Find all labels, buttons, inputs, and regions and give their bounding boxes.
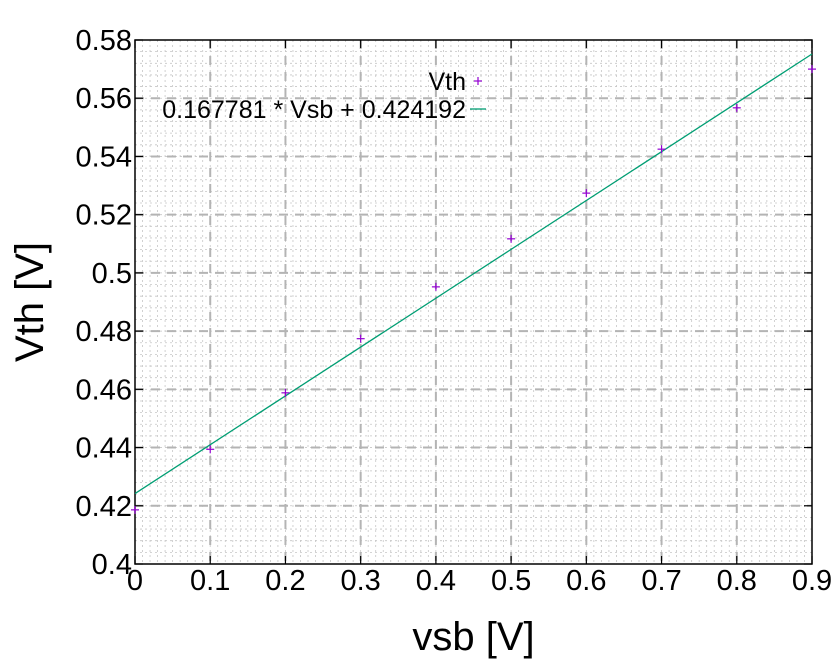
y-axis-ticks: 0.4 0.42 0.44 0.46 0.48 0.5 0.52 0.54 0.56 0.58 [76,25,812,581]
y-axis-title: Vth [V] [8,242,52,362]
data-point [431,282,440,291]
x-axis-title: vsb [V] [412,615,534,659]
y-tick-label: 0.44 [76,433,132,465]
data-point [582,189,591,198]
data-point [808,65,816,74]
major-grid [135,40,812,564]
data-point [356,334,365,343]
x-tick-label: 0.2 [265,565,305,597]
y-tick-label: 0.42 [76,491,132,523]
x-axis-ticks: 0 0.1 0.2 0.3 0.4 0.5 0.6 0.7 0.8 0.9 [127,40,832,597]
legend-label-fit: 0.167781 * Vsb + 0.424192 [162,96,466,124]
y-tick-label: 0.52 [76,200,132,232]
minor-grid [135,40,812,564]
x-tick-label: 0.6 [566,565,606,597]
y-tick-label: 0.54 [76,141,132,173]
data-point [657,145,666,154]
y-tick-label: 0.46 [76,374,132,406]
x-tick-label: 0.7 [641,565,681,597]
x-tick-label: 0 [127,565,143,597]
y-tick-label: 0.5 [92,258,132,290]
legend-label-vth: Vth [428,68,466,96]
data-point [732,103,741,112]
data-point [507,234,516,243]
y-tick-label: 0.58 [76,25,132,57]
data-points-layer [131,65,816,514]
x-tick-label: 0.3 [341,565,381,597]
x-tick-label: 0.9 [792,565,832,597]
x-tick-label: 0.5 [491,565,531,597]
fit-line-layer [134,53,813,495]
y-tick-label: 0.48 [76,316,132,348]
fit-line [134,53,813,495]
data-point [281,388,290,397]
x-tick-label: 0.4 [416,565,456,597]
x-tick-label: 0.8 [717,565,757,597]
y-tick-label: 0.4 [92,549,132,581]
x-tick-label: 0.1 [190,565,230,597]
plot-frame [134,39,813,565]
data-point [131,505,139,514]
data-point [206,445,215,454]
y-tick-label: 0.56 [76,83,132,115]
